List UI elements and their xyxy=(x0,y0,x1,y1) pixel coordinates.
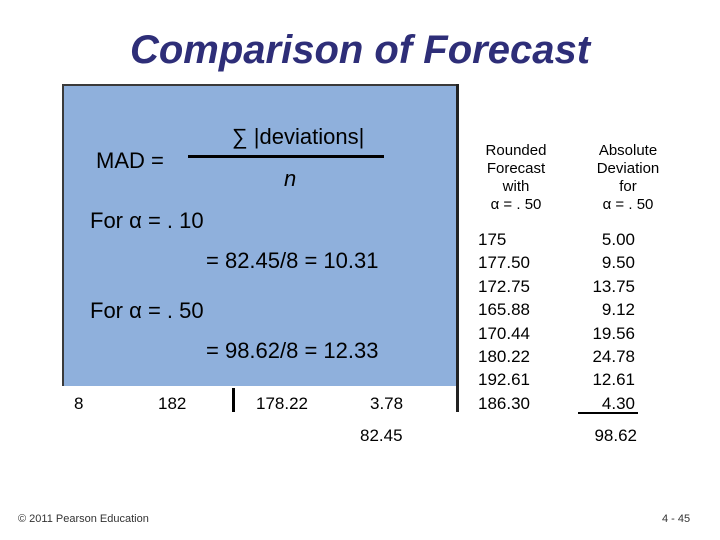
deviation-cell: 3.78 xyxy=(370,394,404,413)
deviation-total: 98.62 xyxy=(594,426,637,445)
table-divider xyxy=(232,388,235,412)
rounded-forecast-values: 175 177.50 172.75 165.88 170.44 180.22 1… xyxy=(478,228,552,415)
formula-denominator: n xyxy=(284,166,297,191)
deviation-value: 4.30 xyxy=(601,393,635,413)
copyright: © 2011 Pearson Education xyxy=(18,513,149,525)
rounded-value: 172.75 xyxy=(478,276,530,296)
rounded-value: 165.88 xyxy=(478,300,530,320)
deviation-value: 9.12 xyxy=(601,300,635,320)
alpha-10-label: For α = . 10 xyxy=(90,208,204,233)
demand-cell: 182 xyxy=(158,394,187,413)
column-separator xyxy=(456,84,459,412)
deviation-value: 24.78 xyxy=(592,347,635,367)
forecast-cell: 178.22 xyxy=(256,394,308,413)
rounded-value: 170.44 xyxy=(478,323,530,343)
rounded-value: 192.61 xyxy=(478,370,530,390)
mad-panel xyxy=(62,84,458,386)
alpha-50-label: For α = . 50 xyxy=(90,298,204,323)
rounded-value: 175 xyxy=(478,230,507,249)
deviation-value: 13.75 xyxy=(592,276,635,296)
absolute-deviation-values: 5.00 9.50 13.75 9.12 19.56 24.78 12.61 4… xyxy=(578,228,635,415)
deviation-total: 82.45 xyxy=(360,426,403,445)
absolute-deviation-header: Absolute Deviation for α = . 50 xyxy=(596,142,660,213)
mad-label: MAD = xyxy=(96,148,164,173)
rounded-value: 180.22 xyxy=(478,347,530,367)
rounded-value: 186.30 xyxy=(478,393,530,413)
formula-numerator: ∑ |deviations| xyxy=(232,124,365,149)
page-number: 4 - 45 xyxy=(662,513,691,525)
deviation-value: 19.56 xyxy=(592,323,635,343)
rounded-value: 177.50 xyxy=(478,253,530,273)
slide-title: Comparison of Forecast xyxy=(129,28,591,72)
period-cell: 8 xyxy=(74,394,84,413)
fraction-bar xyxy=(188,155,384,158)
deviation-value: 12.61 xyxy=(592,370,635,390)
deviation-value: 9.50 xyxy=(601,253,635,273)
deviation-value: 5.00 xyxy=(601,230,635,249)
alpha-10-result: = 82.45/8 = 10.31 xyxy=(206,248,379,273)
alpha-50-result: = 98.62/8 = 12.33 xyxy=(206,338,379,363)
sum-underline xyxy=(578,412,638,414)
rounded-forecast-header: Rounded Forecast with α = . 50 xyxy=(485,142,547,213)
